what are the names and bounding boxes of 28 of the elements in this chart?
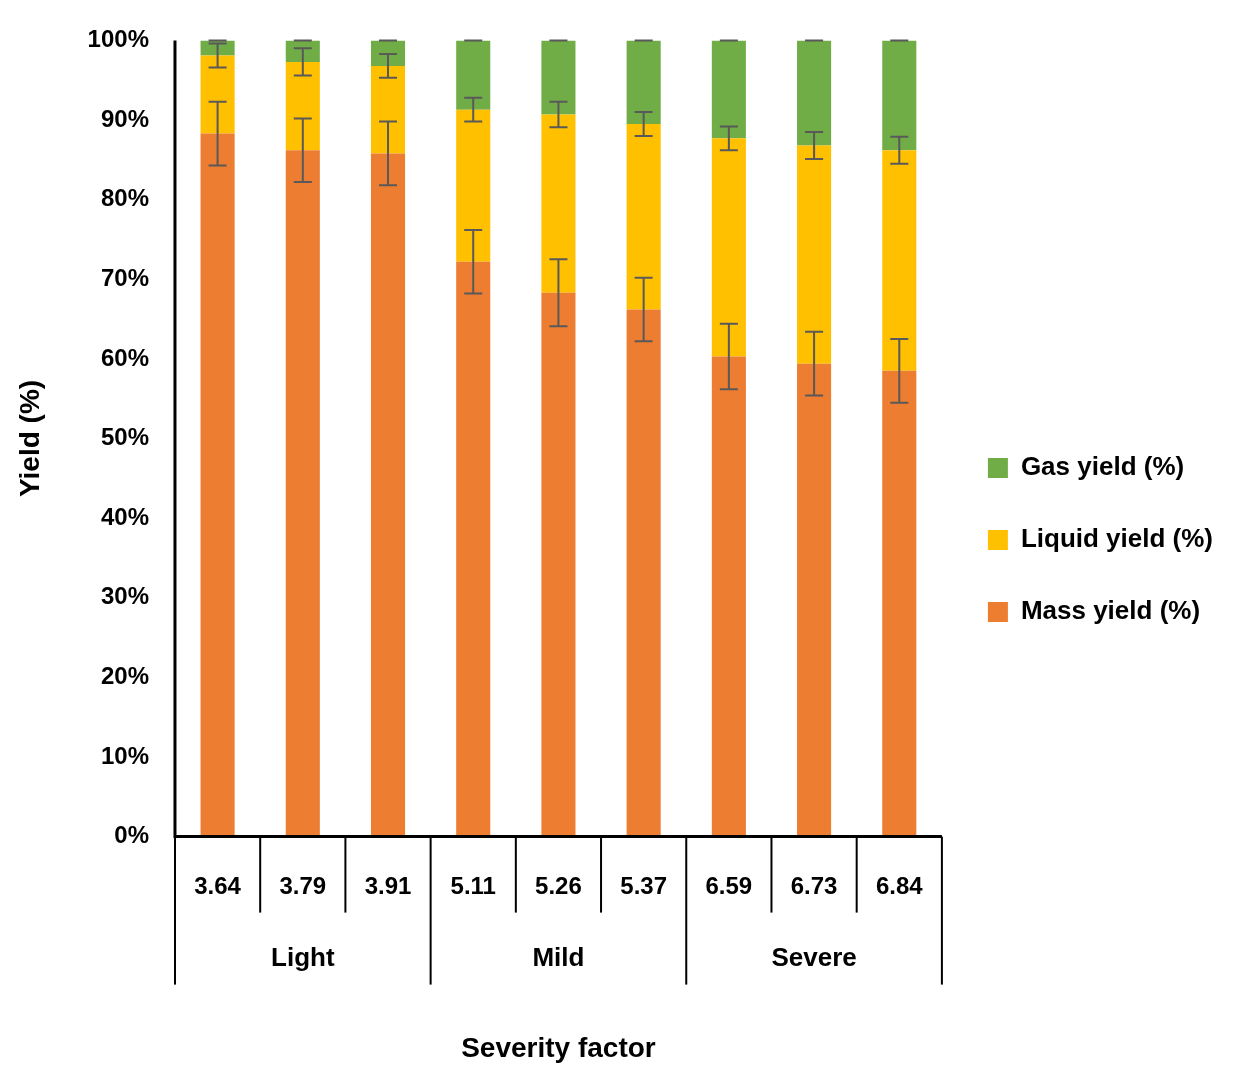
x-tick-label: 3.79 [279, 871, 327, 899]
y-tick-label: 10% [100, 741, 149, 769]
x-tick-label: 5.11 [450, 871, 496, 899]
y-axis-title: Yield (%) [13, 379, 45, 498]
y-tick-label: 40% [100, 502, 149, 530]
x-tick-label: 5.26 [535, 871, 582, 899]
x-tick-label: 3.64 [194, 871, 242, 899]
text: Mild [532, 941, 585, 972]
y-tick-label: 100% [87, 25, 149, 53]
x-tick-label: 3.91 [364, 871, 412, 899]
x-tick-label: 6.59 [705, 871, 753, 899]
legend-label: Gas yield (%) [1020, 451, 1185, 482]
y-tick-label: 30% [100, 582, 149, 610]
y-tick-label: 80% [100, 184, 149, 212]
text: Severe [771, 941, 857, 972]
y-tick-label: 90% [100, 104, 149, 132]
y-tick-label: 0% [114, 821, 149, 849]
legend-label: Mass yield (%) [1020, 595, 1201, 626]
y-tick-label: 50% [100, 423, 149, 451]
x-tick-label: 5.37 [620, 871, 668, 899]
y-tick-label: 60% [100, 343, 149, 371]
y-tick-label: 70% [100, 263, 149, 291]
x-tick-label: 6.84 [875, 871, 924, 899]
y-tick-label: 20% [100, 661, 149, 689]
x-tick-label: 6.73 [790, 871, 838, 899]
x-axis-title: Severity factor [461, 1031, 656, 1063]
text: Light [271, 941, 335, 972]
legend-label: Liquid yield (%) [1020, 523, 1213, 554]
